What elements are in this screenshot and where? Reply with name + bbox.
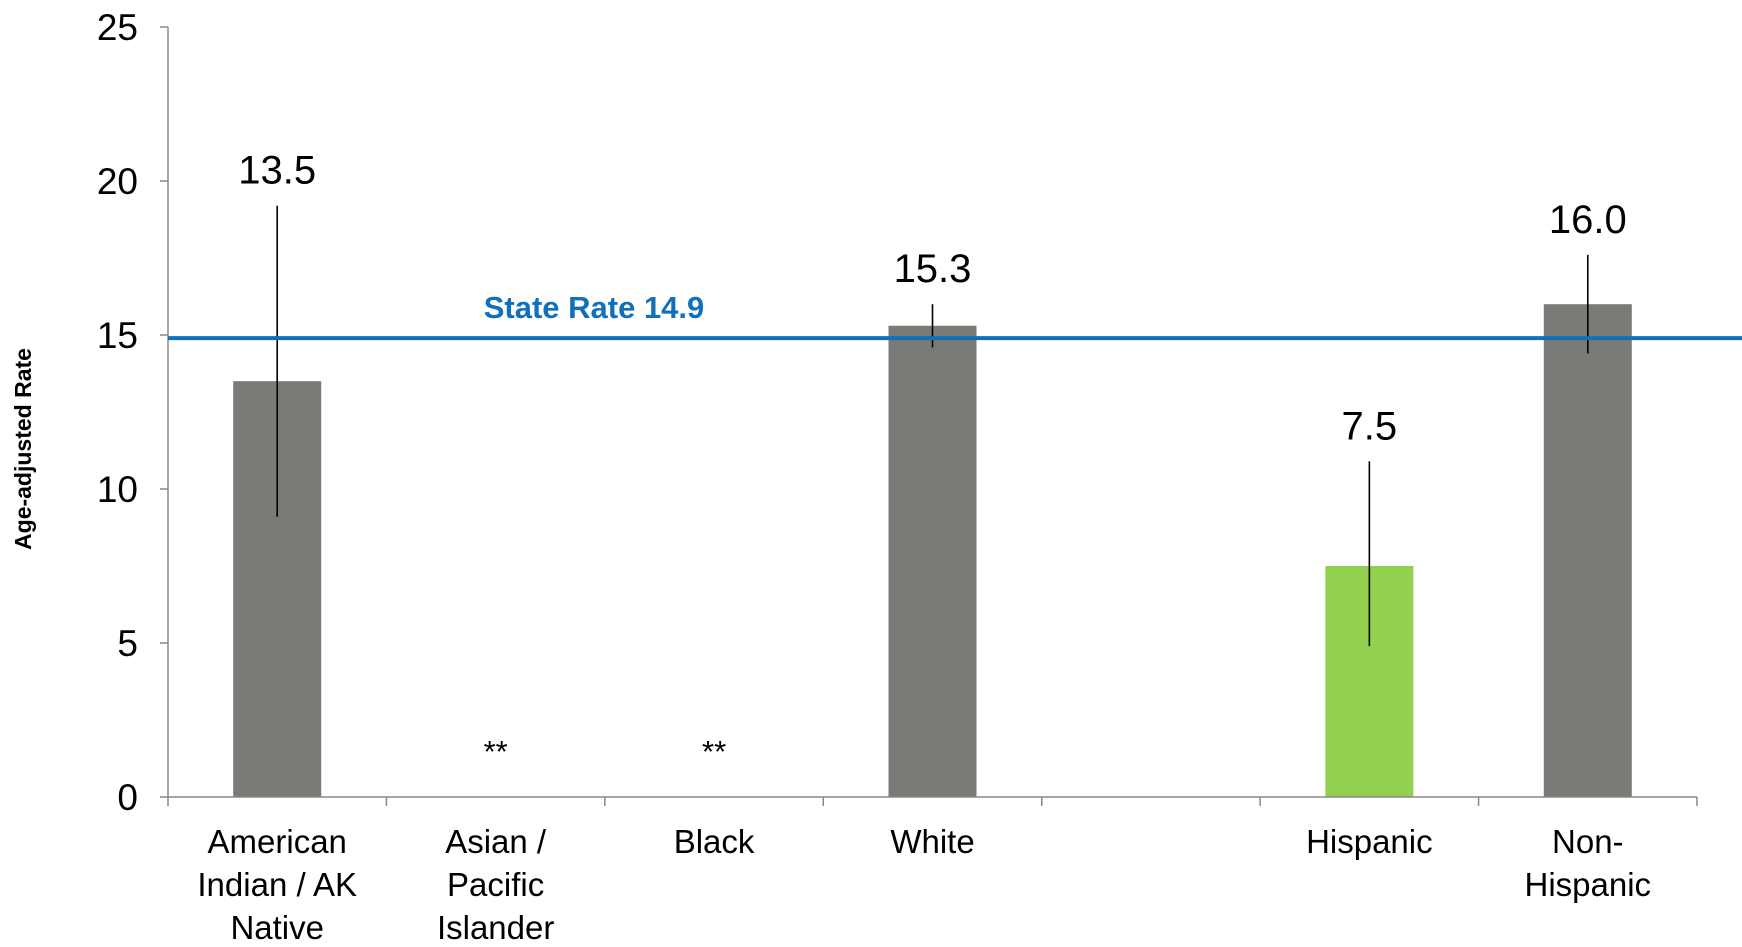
bar	[888, 325, 977, 797]
x-category-label: Indian / AK	[197, 866, 357, 903]
data-label: 16.0	[1549, 198, 1627, 242]
y-axis-label: Age-adjusted Rate	[10, 348, 36, 550]
bar	[1543, 304, 1632, 797]
x-category-label: White	[890, 823, 974, 860]
y-tick-label: 10	[97, 469, 138, 510]
bars-layer	[233, 205, 1632, 797]
data-label: 13.5	[238, 149, 316, 193]
x-category-label: Native	[230, 909, 324, 942]
labels-layer: 0 5 10 15 20 25 American Indian / AK Native 13.5 A…	[97, 7, 1742, 946]
x-category-label: Hispanic	[1306, 823, 1433, 860]
data-label: 7.5	[1342, 404, 1398, 448]
y-tick-label: 5	[117, 623, 138, 664]
y-tick-label: 20	[97, 161, 138, 202]
axes-layer	[160, 26, 1698, 806]
y-tick-label: 0	[117, 777, 138, 818]
x-category-label: Black	[674, 823, 755, 860]
x-category-label: American	[208, 823, 347, 860]
data-label: 15.3	[894, 247, 972, 291]
x-category-label: Islander	[437, 909, 554, 942]
x-category-label: Asian /	[445, 823, 547, 860]
suppressed-marker: **	[484, 734, 508, 769]
y-tick-label: 25	[97, 7, 138, 48]
y-tick-label: 15	[97, 315, 138, 356]
x-category-label: Non-	[1552, 823, 1624, 860]
x-category-label: Hispanic	[1525, 866, 1652, 903]
x-category-label: Pacific	[447, 866, 544, 903]
suppressed-marker: **	[702, 734, 726, 769]
state-rate-label: State Rate 14.9	[484, 290, 705, 325]
